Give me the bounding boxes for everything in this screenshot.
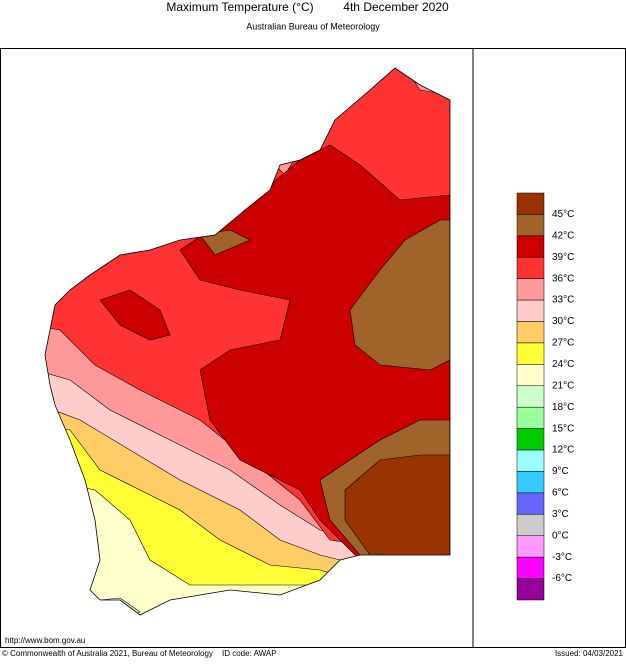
zone-45 [344,454,450,561]
legend-swatch [516,278,545,301]
legend-label: 36°C [552,273,574,284]
legend-label: 45°C [552,209,574,220]
coastline [44,67,451,616]
legend-label: 33°C [552,295,574,306]
legend-swatch [516,192,545,215]
legend-swatch [516,235,545,258]
legend-label: 42°C [552,230,574,241]
date: 4th December 2020 [343,0,449,14]
zone-42 [199,229,251,256]
legend-label: 39°C [552,252,574,263]
legend-swatch [516,471,545,494]
legend-label: 9°C [552,466,569,477]
legend-label: 24°C [552,359,574,370]
legend-label: 27°C [552,338,574,349]
legend: 45°C 42°C 39°C 36°C 33°C 30°C 27°C 24°C 21°C 18°C… [516,192,574,601]
legend-label: 12°C [552,445,574,456]
legend-label: 21°C [552,380,574,391]
id-code: ID code: AWAP [222,649,277,658]
legend-swatch [516,364,545,387]
copyright: © Commonwealth of Australia 2021, Bureau… [2,649,213,658]
legend-swatch [516,492,545,515]
legend-swatch [516,299,545,322]
issued: Issued: 04/03/2021 [555,649,624,658]
legend-swatch [516,428,545,451]
legend-swatch [516,406,545,429]
legend-label: 18°C [552,402,574,413]
legend-label: 3°C [552,509,569,520]
url: http://www.bom.gov.au [5,636,85,645]
legend-label: -3°C [552,552,572,563]
title: Maximum Temperature (°C) [166,0,313,14]
zone-39 [99,289,171,341]
legend-swatch [516,385,545,408]
legend-label: 6°C [552,488,569,499]
legend-swatch [516,514,545,536]
legend-swatch [516,535,545,558]
legend-swatch [516,578,545,601]
subtitle: Australian Bureau of Meteorology [246,21,380,31]
legend-swatch [516,321,545,344]
legend-swatch [516,342,545,365]
legend-label: 0°C [552,530,569,541]
legend-swatch [516,556,545,579]
legend-label: 15°C [552,423,574,434]
legend-label: -6°C [552,573,572,584]
legend-swatch [516,214,545,237]
legend-swatch [516,257,545,279]
zone-42 [349,219,450,371]
legend-swatch [516,449,545,472]
legend-label: 30°C [552,316,574,327]
